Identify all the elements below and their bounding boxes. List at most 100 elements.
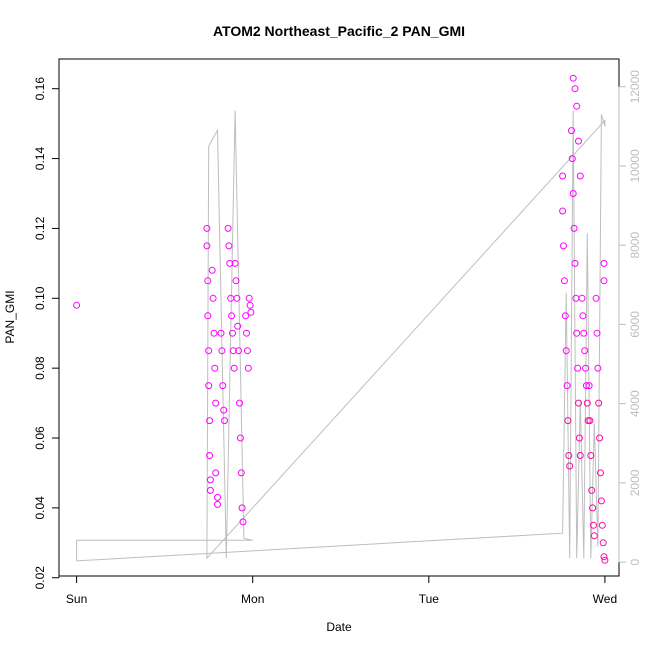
data-point	[569, 190, 577, 197]
y-axis-label: PAN_GMI	[3, 290, 17, 343]
y-axis: 0.02 0.04 0.06 0.08 0.10 0.12 0.14 0.16	[33, 77, 60, 590]
data-point	[585, 382, 593, 390]
x-tick-label: Wed	[593, 592, 617, 606]
data-point	[247, 308, 255, 316]
data-point	[600, 553, 608, 561]
data-point	[560, 277, 568, 285]
data-point	[559, 207, 567, 215]
data-point	[559, 172, 567, 180]
y2-tick-label: 12000	[628, 70, 642, 104]
data-point	[224, 224, 232, 232]
data-point	[586, 417, 594, 425]
y-tick-label: 0.06	[33, 426, 47, 450]
y-tick-label: 0.16	[33, 77, 47, 101]
data-point	[206, 452, 214, 459]
data-point	[592, 294, 600, 302]
data-point	[236, 399, 243, 407]
data-point	[597, 497, 605, 505]
data-point	[565, 452, 573, 459]
data-point	[575, 399, 582, 407]
data-point	[239, 518, 247, 526]
data-point	[225, 242, 233, 250]
data-point	[229, 347, 237, 355]
data-point	[214, 493, 221, 501]
data-point	[576, 172, 584, 180]
data-point	[569, 74, 577, 82]
data-point	[214, 500, 221, 508]
data-point	[582, 382, 590, 390]
data-point	[581, 347, 589, 355]
data-point	[230, 364, 238, 372]
data-point	[219, 382, 227, 390]
data-point	[206, 476, 214, 484]
data-point	[229, 329, 236, 337]
data-point	[571, 85, 579, 93]
data-point	[243, 347, 251, 355]
chart-title: ATOM2 Northeast_Pacific_2 PAN_GMI	[213, 23, 465, 39]
data-point	[563, 382, 571, 390]
data-point	[244, 364, 252, 372]
data-point	[231, 259, 239, 267]
data-point	[203, 224, 211, 232]
x-tick-label: Sun	[66, 592, 87, 606]
y-tick-label: 0.04	[33, 496, 47, 520]
data-point	[587, 452, 595, 459]
data-point	[601, 556, 609, 564]
data-point	[205, 347, 213, 355]
data-point	[600, 259, 608, 267]
altitude-line	[76, 110, 606, 562]
data-point	[233, 294, 241, 302]
data-point	[598, 521, 606, 529]
data-point	[595, 399, 603, 407]
x-tick-label: Mon	[241, 592, 264, 606]
y2-tick-label: 0	[628, 558, 642, 565]
data-point	[204, 312, 212, 320]
data-point	[596, 434, 604, 442]
data-point	[575, 137, 582, 145]
y2-tick-label: 4000	[628, 390, 642, 417]
data-point	[571, 259, 579, 267]
data-point	[575, 434, 583, 442]
data-point	[573, 102, 581, 110]
data-point	[568, 155, 576, 163]
data-point	[568, 127, 575, 135]
data-point	[206, 486, 214, 494]
data-point	[589, 504, 597, 512]
data-point	[579, 312, 587, 320]
data-point	[238, 504, 246, 512]
data-point	[590, 521, 597, 529]
data-point	[561, 312, 569, 320]
pan-gmi-scatter-series	[73, 74, 609, 564]
data-point	[221, 417, 228, 425]
data-point	[228, 312, 236, 320]
data-point	[220, 406, 228, 414]
data-point	[560, 242, 567, 250]
y2-tick-label: 6000	[628, 311, 642, 338]
data-point	[576, 452, 584, 459]
data-point	[574, 364, 582, 372]
data-point	[234, 322, 242, 330]
y2-tick-label: 8000	[628, 232, 642, 259]
data-point	[227, 294, 235, 302]
data-point	[245, 294, 253, 302]
data-point	[212, 399, 220, 407]
data-point	[582, 364, 589, 372]
y2-tick-label: 2000	[628, 469, 642, 496]
data-point	[593, 329, 601, 337]
data-point	[232, 277, 240, 285]
y2-axis: 0 2000 4000 6000 8000 10000 12000	[618, 70, 642, 565]
data-point	[218, 347, 226, 355]
data-point	[243, 329, 250, 337]
y-tick-label: 0.02	[33, 566, 47, 590]
data-point	[573, 329, 581, 337]
data-point	[203, 242, 211, 250]
data-point	[580, 329, 588, 337]
y-tick-label: 0.14	[33, 147, 47, 171]
data-point	[590, 532, 598, 540]
data-point	[237, 469, 245, 477]
data-point	[204, 277, 212, 285]
data-point	[73, 301, 81, 309]
data-point	[588, 486, 596, 494]
